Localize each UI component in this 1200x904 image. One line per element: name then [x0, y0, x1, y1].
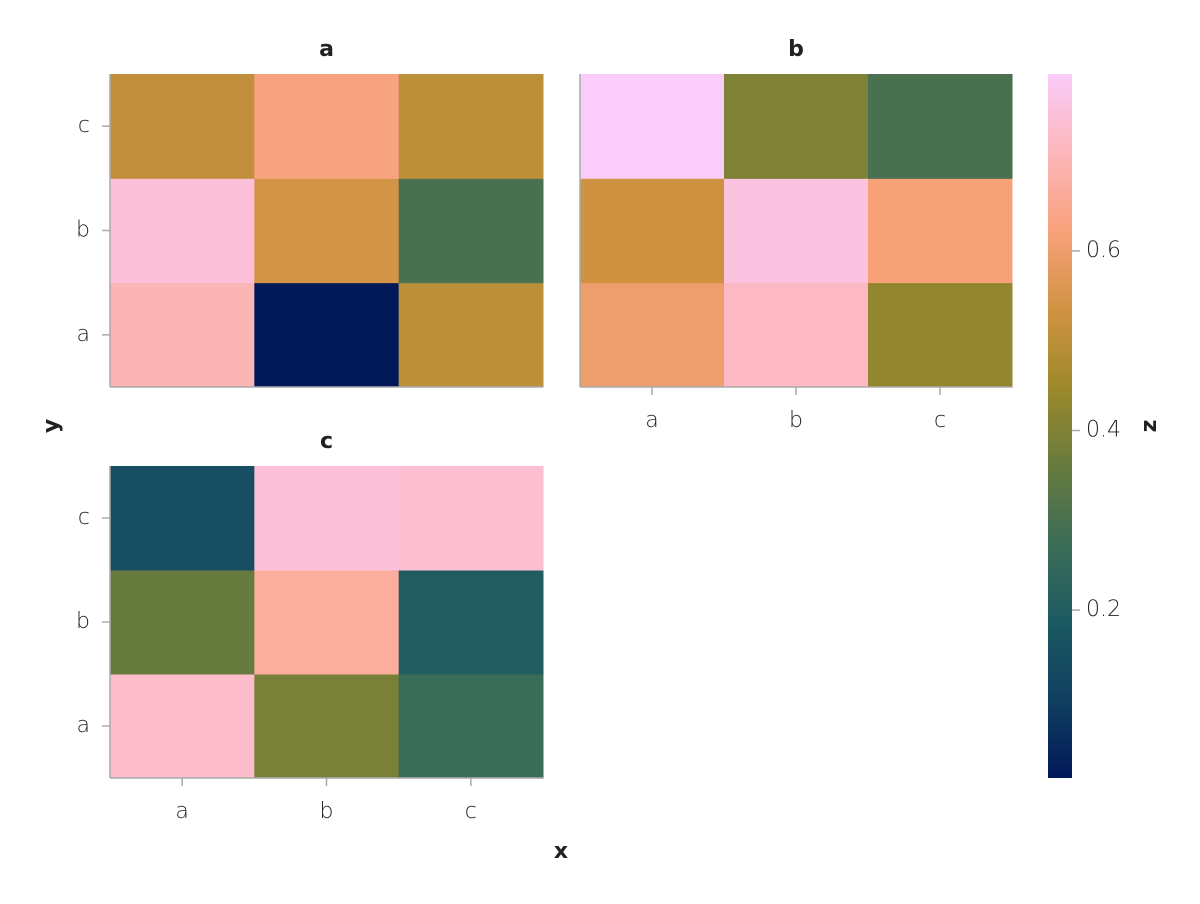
- x-tick-label: b: [789, 408, 803, 433]
- facet-title: a: [319, 37, 334, 62]
- heatmap-cell: [868, 282, 1013, 388]
- heatmap-cell: [110, 178, 255, 284]
- y-tick-label: b: [76, 218, 90, 243]
- x-tick-label: c: [465, 799, 477, 824]
- colorbar: [1048, 74, 1072, 778]
- colorbar-tick-label: 0.2: [1086, 597, 1121, 622]
- heatmap-cell: [254, 466, 400, 571]
- heatmap-cell: [724, 178, 869, 284]
- heatmap-cell: [254, 74, 400, 179]
- heatmap-cell: [580, 282, 725, 388]
- y-axis-label: y: [39, 419, 64, 433]
- heatmap-cell: [398, 466, 544, 571]
- colorbar-tick-label: 0.6: [1086, 238, 1121, 263]
- x-tick-label: b: [320, 799, 334, 824]
- heatmap-cell: [580, 74, 725, 179]
- heatmap-cell: [868, 178, 1013, 284]
- y-tick-label: b: [76, 609, 90, 634]
- x-axis-label: x: [554, 839, 568, 864]
- y-tick-label: c: [78, 505, 90, 530]
- heatmap-cell: [254, 674, 400, 779]
- y-tick-label: c: [78, 113, 90, 138]
- y-tick-label: a: [77, 322, 90, 347]
- heatmap-cell: [580, 178, 725, 284]
- heatmap-cell: [398, 74, 544, 179]
- heatmap-cell: [724, 74, 869, 179]
- facet-title: c: [320, 429, 333, 454]
- heatmap-cell: [398, 282, 544, 388]
- heatmap-cell: [254, 282, 400, 388]
- y-tick-label: a: [77, 713, 90, 738]
- heatmap-cell: [110, 570, 255, 675]
- colorbar-label: z: [1137, 420, 1162, 433]
- heatmap-cell: [110, 466, 255, 571]
- facet-title: b: [788, 37, 804, 62]
- heatmap-cell: [398, 570, 544, 675]
- heatmap-cell: [254, 178, 400, 284]
- x-tick-label: a: [175, 799, 188, 824]
- heatmap-cell: [254, 570, 400, 675]
- heatmap-cell: [110, 74, 255, 179]
- heatmap-cell: [868, 74, 1013, 179]
- x-tick-label: c: [934, 408, 946, 433]
- x-tick-label: a: [645, 408, 658, 433]
- heatmap-cell: [110, 282, 255, 388]
- heatmap-cell: [110, 674, 255, 779]
- colorbar-tick-label: 0.4: [1086, 417, 1121, 442]
- heatmap-cell: [724, 282, 869, 388]
- heatmap-cell: [398, 674, 544, 779]
- heatmap-cell: [398, 178, 544, 284]
